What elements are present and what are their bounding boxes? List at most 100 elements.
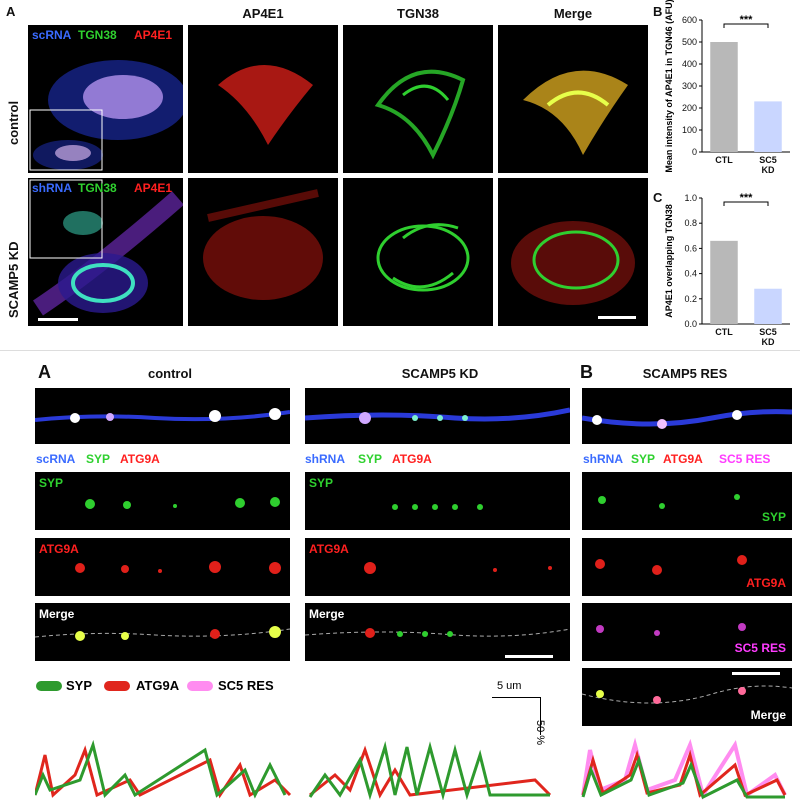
chart-c-category-label: CTL (715, 327, 733, 337)
channel-syp-kd: SYP (358, 452, 383, 466)
trace-scale-y-bar (540, 697, 541, 735)
scale-bar (38, 318, 78, 321)
strip-res-merge: Merge (582, 668, 792, 726)
top-panel-letter-b: B (653, 4, 663, 19)
strip-res-atg9a: ATG9A (582, 538, 792, 596)
chart-b-sig-label: *** (740, 14, 754, 26)
channel-atg9a-control: ATG9A (120, 452, 160, 466)
chart-b-tick-label: 500 (682, 37, 697, 47)
channel-scrna: scRNA (36, 452, 76, 466)
label-atg9a-res: ATG9A (746, 576, 786, 590)
scale-bar-bottom (505, 655, 553, 658)
micrograph-kd-ap4e1 (188, 178, 338, 326)
legend-label-syp: SYP (66, 678, 93, 693)
chart-b-sig-bracket (723, 23, 769, 28)
label-merge-kd: Merge (309, 607, 345, 621)
chart-b-tick-label: 200 (682, 103, 697, 113)
chart-b-tick-label: 300 (682, 81, 697, 91)
strip-kd-overlay (305, 388, 570, 444)
line-scan-traces (35, 737, 787, 800)
bottom-panel-letter-b: B (580, 362, 593, 382)
label-syp-control: SYP (39, 476, 64, 490)
trace-control (35, 739, 292, 799)
chart-b-bar-0 (710, 42, 738, 152)
trace-res (581, 737, 787, 800)
figure-separator (0, 350, 800, 351)
strip-kd-atg9a: ATG9A (305, 538, 570, 596)
chart-c-bar-0 (710, 240, 738, 324)
micrograph-control-tgn38 (343, 25, 493, 173)
legend-label-sc5res: SC5 RES (218, 678, 274, 693)
label-atg9a-kd: ATG9A (309, 542, 349, 556)
legend-swatch-sc5res (187, 681, 213, 691)
channel-shrna-kd: shRNA (305, 452, 346, 466)
scale-bar-merge (598, 316, 636, 319)
overlay-label-tgn38: TGN38 (78, 28, 117, 42)
column-header-ap4e1: AP4E1 (242, 6, 284, 21)
bottom-panel-letter-a: A (38, 362, 51, 382)
header-scamp5-res: SCAMP5 RES (642, 366, 728, 381)
micrograph-control-ap4e1 (188, 25, 338, 173)
row-label-scamp5-kd: SCAMP5 KD (6, 241, 21, 318)
chart-b-bar-1 (754, 101, 782, 152)
strip-res-syp: SYP (582, 472, 792, 530)
label-merge-control: Merge (39, 607, 75, 621)
chart-c-category-label: KD (762, 337, 775, 347)
chart-c-tick-label: 0.6 (684, 243, 697, 253)
chart-c-ylabel: AP4E1 overlapping TGN38 (664, 204, 674, 318)
row-label-control: control (6, 100, 21, 145)
legend-swatch-syp (36, 681, 62, 691)
header-scamp5-kd: SCAMP5 KD (401, 366, 479, 381)
label-syp-res: SYP (761, 510, 786, 524)
strip-kd-syp: SYP (305, 472, 570, 530)
chart-b-tick-label: 600 (682, 15, 697, 25)
chart-c-bar-1 (754, 288, 782, 324)
channel-syp-res: SYP (631, 452, 656, 466)
chart-b-ylabel: Mean intensity of AP4E1 in TGN46 (AFU) (664, 0, 674, 173)
header-control: control (147, 366, 193, 381)
trace-scale-x-bar (492, 697, 540, 698)
label-syp-kd: SYP (309, 476, 334, 490)
overlay-label-scrna: scRNA (32, 28, 72, 42)
overlay-label-tgn38-kd: TGN38 (78, 181, 117, 195)
column-header-tgn38: TGN38 (397, 6, 439, 21)
strip-res-sc5res: SC5 RES (582, 603, 792, 661)
label-atg9a-control: ATG9A (39, 542, 79, 556)
overlay-label-ap4e1-kd: AP4E1 (134, 181, 173, 195)
chart-c-tick-label: 1.0 (684, 193, 697, 203)
chart-b-tick-label: 0 (692, 147, 697, 157)
overlay-label-ap4e1: AP4E1 (134, 28, 173, 42)
chart-c-sig-label: *** (740, 192, 754, 204)
strip-control-syp: SYP (35, 472, 290, 530)
chart-b-tick-label: 400 (682, 59, 697, 69)
micrograph-control-merge (498, 25, 648, 173)
chart-c-tick-label: 0.2 (684, 294, 697, 304)
micrograph-kd-overlay: shRNA TGN38 AP4E1 (28, 178, 183, 326)
scale-bar-res (732, 672, 780, 675)
label-merge-res: Merge (750, 708, 786, 722)
channel-shrna-res: shRNA (583, 452, 624, 466)
top-panel-letter-a: A (6, 4, 16, 19)
strip-control-overlay (35, 388, 290, 444)
strip-control-merge: Merge (35, 603, 290, 661)
channel-syp-control: SYP (86, 452, 111, 466)
micrograph-kd-tgn38 (343, 178, 493, 326)
column-header-merge: Merge (553, 6, 593, 21)
trace-kd (308, 741, 552, 800)
legend-swatch-atg9a (104, 681, 130, 691)
chart-b-category-label: CTL (715, 155, 733, 165)
channel-sc5res: SC5 RES (719, 452, 771, 466)
channel-atg9a-res: ATG9A (663, 452, 703, 466)
chart-c-tick-label: 0.0 (684, 319, 697, 329)
trace-scale-x-label: 5 um (497, 680, 522, 692)
channel-atg9a-kd: ATG9A (392, 452, 432, 466)
strip-res-overlay (582, 388, 792, 444)
legend-label-atg9a: ATG9A (136, 678, 180, 693)
micrograph-control-overlay: scRNA TGN38 AP4E1 (28, 25, 183, 173)
overlay-label-shrna: shRNA (32, 181, 73, 195)
strip-kd-merge: Merge (305, 603, 570, 661)
top-panel-letter-c: C (653, 190, 663, 205)
